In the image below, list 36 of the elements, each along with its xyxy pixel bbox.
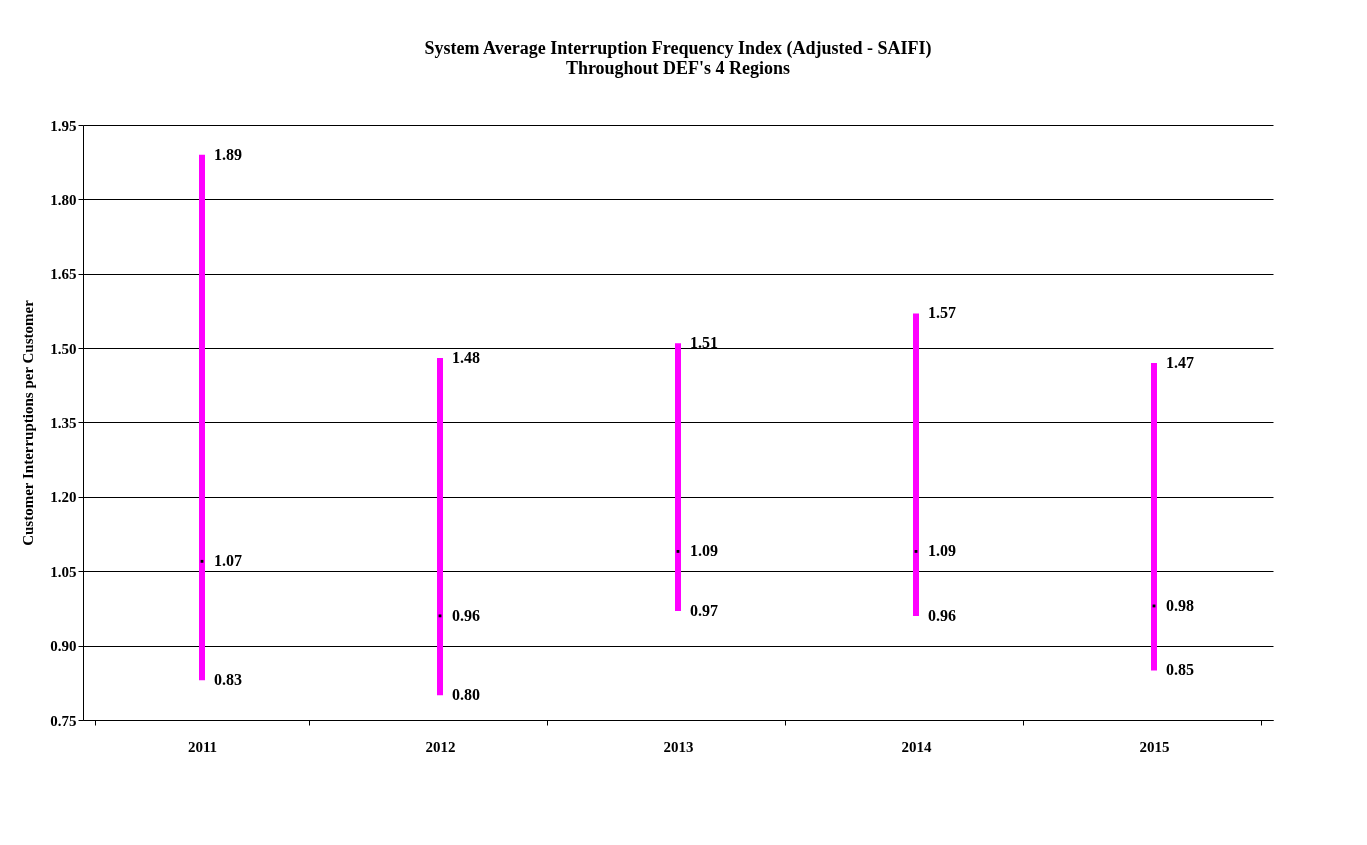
bar: [1151, 363, 1157, 671]
bar: [199, 154, 205, 681]
annotation: 0.96: [928, 606, 956, 624]
data-label: 1.07: [214, 552, 242, 570]
y-tick-label: 1.05: [50, 563, 77, 580]
y-tick-label: 1.20: [50, 489, 77, 506]
y-tick-label: 1.35: [50, 415, 77, 431]
annotation: 0.83: [214, 671, 242, 689]
y-tick-label: 0.75: [50, 712, 77, 729]
data-label: 1.09: [690, 542, 718, 560]
annotation: 0.97: [690, 601, 718, 619]
y-axis-title: Customer Interruptions per Customer: [20, 299, 37, 546]
data-label: 1.09: [928, 542, 956, 560]
y-tick-label: 1.50: [50, 340, 77, 357]
bar: [675, 343, 681, 611]
bar: [913, 313, 919, 616]
x-tick-label: 2012: [425, 738, 456, 755]
chart-title: System Average Interruption Frequency Index (Adjusted - SAIFI) Throughout DEF's 4 Regions: [424, 38, 932, 78]
annotation: 1.89: [214, 145, 242, 163]
annotation: 0.80: [452, 686, 480, 704]
annotation: 1.48: [452, 349, 480, 367]
annotation: 0.85: [1166, 661, 1194, 679]
x-tick-label: 2014: [901, 738, 932, 755]
x-tick-label: 2015: [1139, 738, 1170, 755]
annotation: 1.51: [690, 334, 718, 352]
data-label: 0.96: [452, 606, 480, 624]
y-tick-label: 1.80: [50, 191, 77, 208]
bar: [437, 358, 443, 696]
y-tick-label: 1.65: [50, 266, 77, 283]
x-tick-label: 2013: [663, 738, 694, 755]
annotation: 1.57: [928, 304, 956, 322]
y-tick-label: 0.90: [50, 638, 77, 655]
data-label: 0.98: [1166, 596, 1194, 614]
annotation: 1.47: [1166, 354, 1194, 371]
y-tick-label: 1.95: [50, 117, 77, 134]
x-tick-label: 2011: [187, 738, 218, 755]
